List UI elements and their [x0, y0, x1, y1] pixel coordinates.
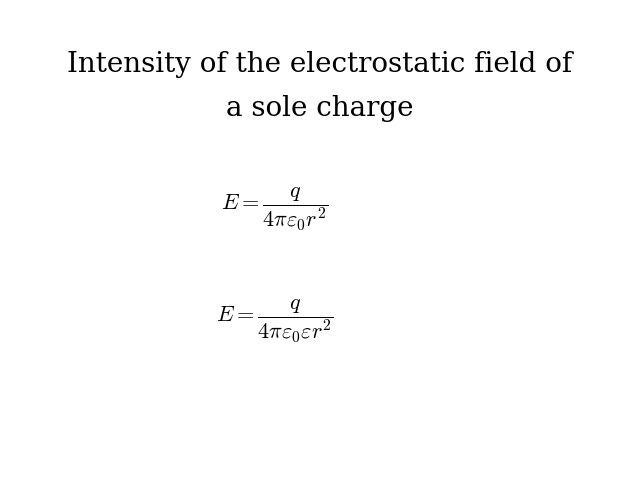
Text: $E = \dfrac{q}{4\pi\varepsilon_{0}\varepsilon r^{2}}$: $E = \dfrac{q}{4\pi\varepsilon_{0}\varep…: [216, 298, 334, 346]
Text: Intensity of the electrostatic field of: Intensity of the electrostatic field of: [67, 51, 573, 78]
Text: a sole charge: a sole charge: [227, 95, 413, 121]
Text: $E = \dfrac{q}{4\pi\varepsilon_{0}r^{2}}$: $E = \dfrac{q}{4\pi\varepsilon_{0}r^{2}}…: [221, 185, 329, 233]
